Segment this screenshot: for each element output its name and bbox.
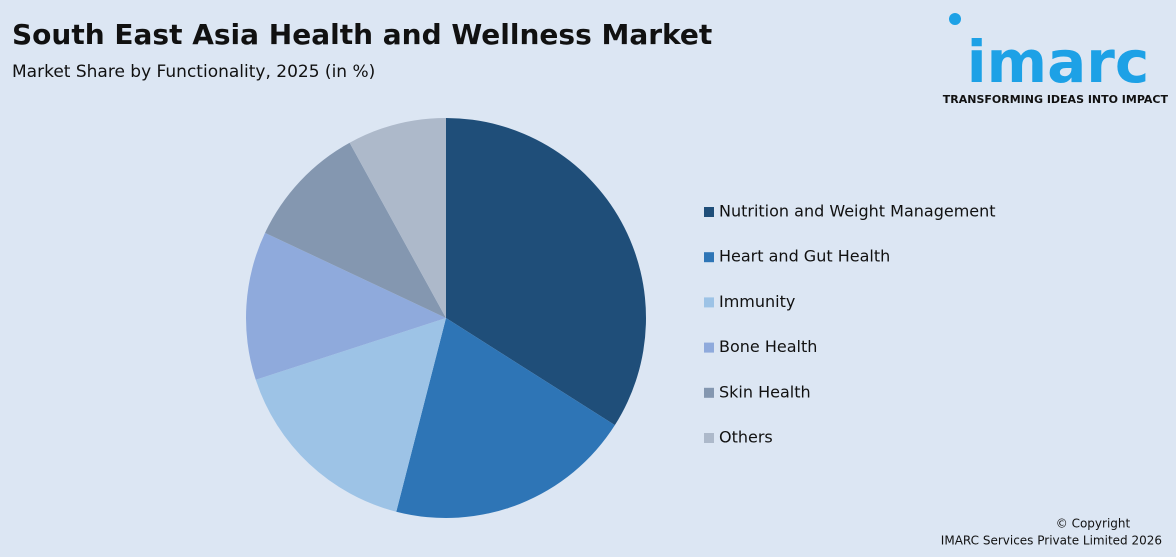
pie-slice xyxy=(255,318,446,512)
copyright: IMARC Services Private Limited 2026 xyxy=(941,534,1162,548)
legend-label: Nutrition and Weight Management xyxy=(719,202,996,221)
copyright: © Copyright xyxy=(1056,517,1131,531)
legend-label: Others xyxy=(719,428,773,447)
legend-swatch xyxy=(704,207,714,217)
logo-name: imarc xyxy=(967,28,1149,96)
pie-slice xyxy=(396,318,615,518)
legend-label: Immunity xyxy=(719,292,795,311)
pie-slice xyxy=(446,118,646,426)
pie-slice xyxy=(265,142,446,318)
legend-swatch xyxy=(704,252,714,263)
legend-swatch xyxy=(704,342,714,353)
legend-label: Heart and Gut Health xyxy=(719,247,890,266)
logo-tagline: TRANSFORMING IDEAS INTO IMPACT xyxy=(943,93,1169,106)
logo-dot xyxy=(949,13,961,25)
chart-title: South East Asia Health and Wellness Mark… xyxy=(12,18,712,51)
pie-slice xyxy=(349,118,446,318)
legend-swatch xyxy=(704,433,714,443)
legend-swatch xyxy=(704,387,714,398)
chart-subtitle: Market Share by Functionality, 2025 (in … xyxy=(12,62,375,82)
pie-slice xyxy=(246,232,446,380)
legend-label: Skin Health xyxy=(719,382,811,401)
legend-label: Bone Health xyxy=(719,337,817,356)
legend-swatch xyxy=(704,297,714,308)
